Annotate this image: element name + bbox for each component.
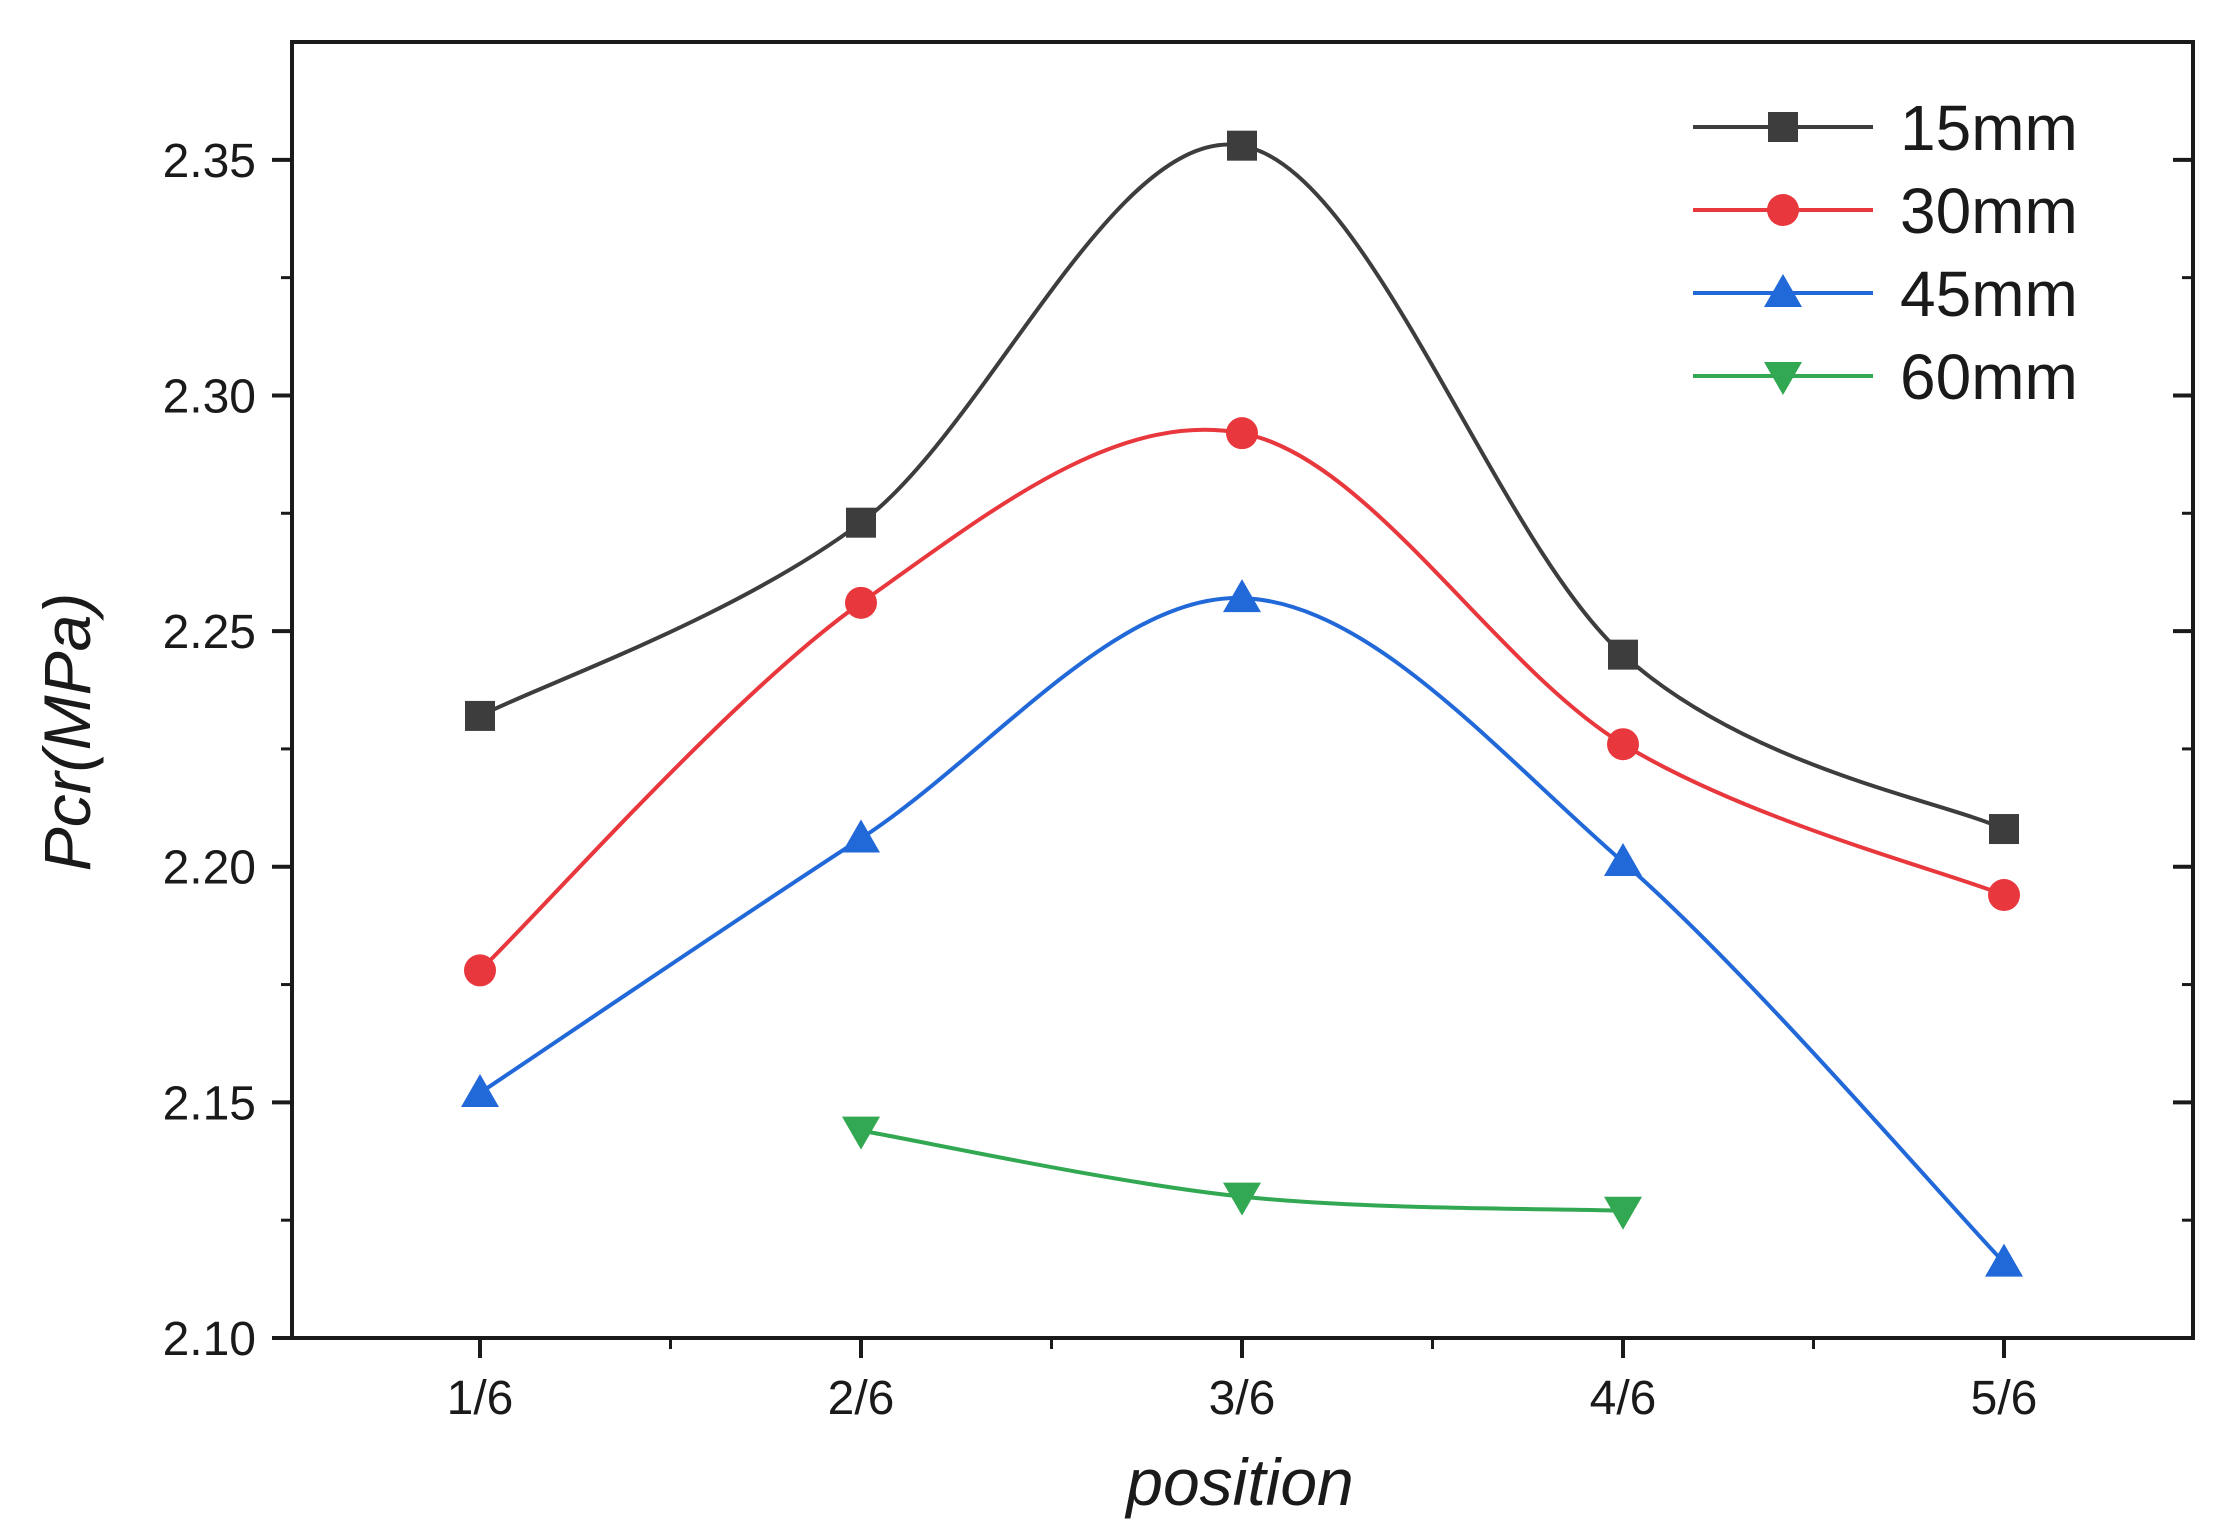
legend-item-60mm: 60mm: [1693, 341, 2078, 413]
legend-label: 45mm: [1900, 258, 2078, 330]
legend-label: 15mm: [1900, 92, 2078, 164]
series-layer: [461, 130, 2023, 1277]
y-tick-label: 2.30: [163, 370, 256, 423]
legend-marker: [1767, 194, 1799, 226]
legend-marker: [1764, 274, 1802, 307]
series-line-30mm: [478, 427, 2005, 972]
series-line-45mm: [478, 596, 2006, 1264]
y-axis-title: Pcr(MPa): [30, 593, 104, 872]
legend-item-45mm: 45mm: [1693, 258, 2078, 330]
legend-marker: [1764, 362, 1802, 395]
data-point-15mm: [1608, 639, 1638, 670]
legend-item-15mm: 15mm: [1693, 92, 2078, 164]
data-point-45mm: [461, 1073, 499, 1107]
y-tick-label: 2.15: [163, 1077, 256, 1130]
series-30mm: [464, 417, 2020, 987]
legend-label: 30mm: [1900, 175, 2078, 247]
legend-marker: [1768, 112, 1798, 142]
y-tick-label: 2.20: [163, 842, 256, 895]
y-tick-label: 2.10: [163, 1313, 256, 1366]
data-point-30mm: [845, 586, 877, 619]
data-point-45mm: [1604, 843, 1642, 877]
data-point-60mm: [1223, 1182, 1261, 1216]
series-60mm: [842, 1116, 1642, 1230]
legend: 15mm 30mm 45mm 60mm: [1693, 92, 2078, 413]
data-point-45mm: [1223, 579, 1261, 613]
series-15mm: [465, 130, 2019, 845]
data-point-15mm: [1227, 130, 1257, 161]
axes: 2.10 2.15 2.20 2.25 2.30 2.35 1/6 2/6 3/6 4/6 5/6: [163, 40, 2195, 1425]
data-point-30mm: [1607, 728, 1639, 761]
data-point-30mm: [464, 954, 496, 987]
x-tick-label: 4/6: [1590, 1372, 1657, 1425]
x-tick-label: 3/6: [1209, 1372, 1276, 1425]
legend-label: 60mm: [1900, 341, 2078, 413]
x-axis-title: position: [1124, 1445, 1354, 1519]
x-tick-label: 2/6: [828, 1372, 895, 1425]
data-point-30mm: [1226, 417, 1258, 450]
series-45mm: [461, 579, 2023, 1277]
x-tick-label: 1/6: [447, 1372, 514, 1425]
data-point-45mm: [1985, 1243, 2023, 1277]
data-point-15mm: [846, 507, 876, 538]
data-point-15mm: [465, 700, 495, 731]
y-tick-label: 2.25: [163, 606, 256, 659]
data-point-60mm: [1604, 1196, 1642, 1230]
y-tick-label: 2.35: [163, 135, 256, 188]
legend-item-30mm: 30mm: [1693, 175, 2078, 247]
x-tick-label: 5/6: [1971, 1372, 2038, 1425]
series-line-15mm: [479, 142, 2005, 831]
data-point-45mm: [842, 819, 880, 853]
data-point-60mm: [842, 1116, 880, 1150]
data-point-30mm: [1988, 879, 2020, 912]
data-point-15mm: [1989, 814, 2019, 845]
